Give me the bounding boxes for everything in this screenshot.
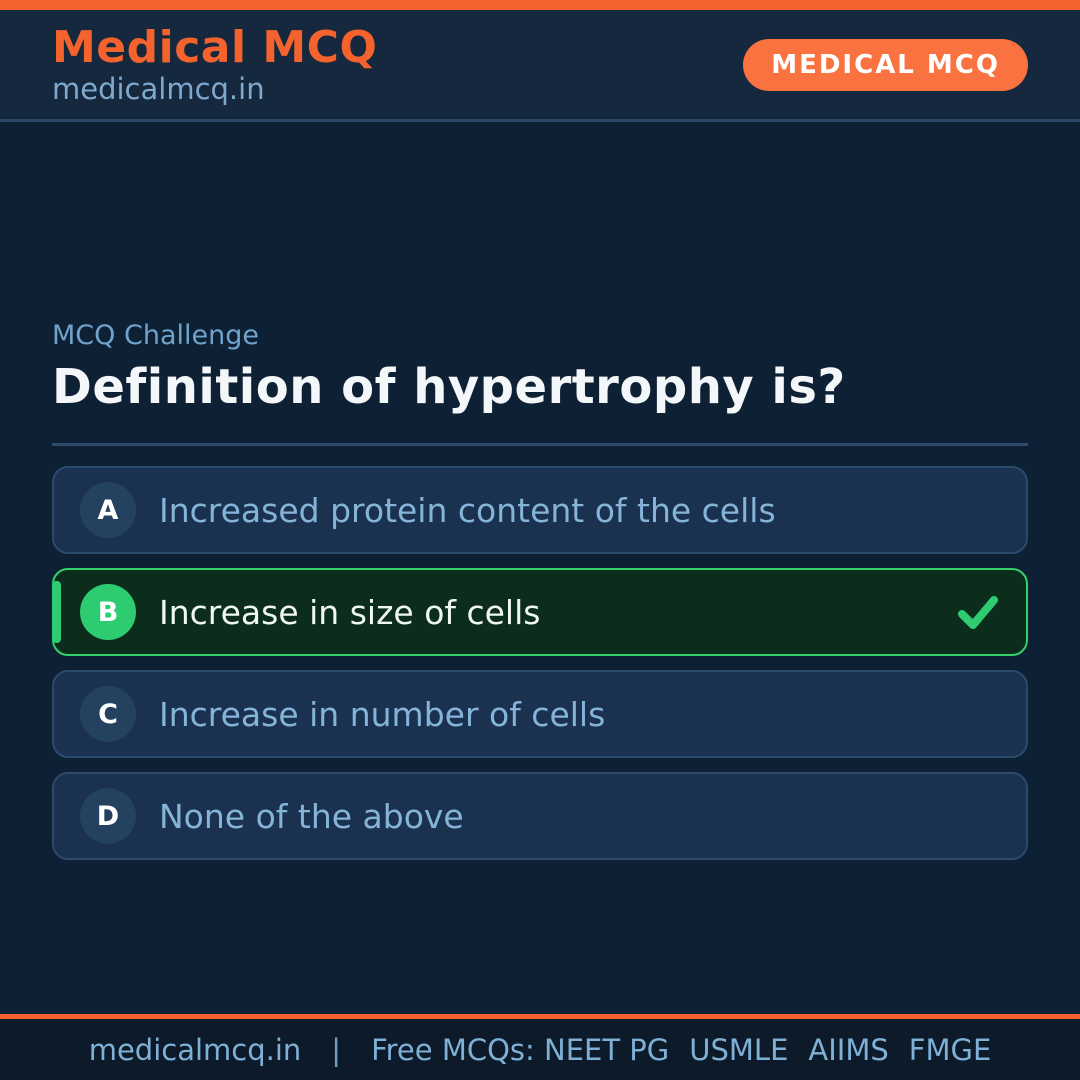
main-content: MCQ Challenge Definition of hypertrophy … [0, 320, 1080, 860]
option-a-letter-badge: A [80, 482, 136, 538]
footer: medicalmcq.in | Free MCQs: NEET PG USMLE… [0, 1014, 1080, 1080]
option-b-text: Increase in size of cells [159, 592, 541, 632]
header: Medical MCQ medicalmcq.in MEDICAL MCQ [0, 10, 1080, 122]
footer-site: medicalmcq.in [88, 1032, 302, 1067]
question-label: MCQ Challenge [52, 320, 259, 351]
option-a-text: Increased protein content of the cells [159, 490, 776, 530]
site-title: Medical MCQ [52, 22, 378, 74]
question-divider [52, 443, 1028, 446]
option-d[interactable]: D None of the above [52, 772, 1028, 860]
correct-accent-bar [52, 581, 61, 643]
footer-exam-aiims: AIIMS [808, 1032, 889, 1067]
option-d-letter-badge: D [80, 788, 136, 844]
footer-accent-line [0, 1014, 1080, 1019]
brand-block: Medical MCQ medicalmcq.in [52, 23, 377, 105]
footer-separator: | [331, 1032, 342, 1067]
footer-exam-usmle: USMLE [689, 1032, 789, 1067]
option-b-letter-badge: B [80, 584, 136, 640]
question-title: Definition of hypertrophy is? [52, 359, 846, 415]
option-c-text: Increase in number of cells [159, 694, 606, 734]
option-b-correct[interactable]: B Increase in size of cells [52, 568, 1028, 656]
footer-exam-fmge: FMGE [908, 1032, 992, 1067]
site-domain: medicalmcq.in [52, 71, 265, 106]
options-list: A Increased protein content of the cells… [52, 466, 1028, 860]
footer-bar: medicalmcq.in | Free MCQs: NEET PG USMLE… [0, 1019, 1080, 1080]
option-a[interactable]: A Increased protein content of the cells [52, 466, 1028, 554]
option-c-letter-badge: C [80, 686, 136, 742]
top-accent-bar [0, 0, 1080, 10]
check-icon [958, 596, 998, 629]
brand-badge: MEDICAL MCQ [743, 38, 1028, 91]
footer-exams-label: Free MCQs: NEET PG [371, 1032, 670, 1067]
option-d-text: None of the above [159, 796, 464, 836]
option-c[interactable]: C Increase in number of cells [52, 670, 1028, 758]
